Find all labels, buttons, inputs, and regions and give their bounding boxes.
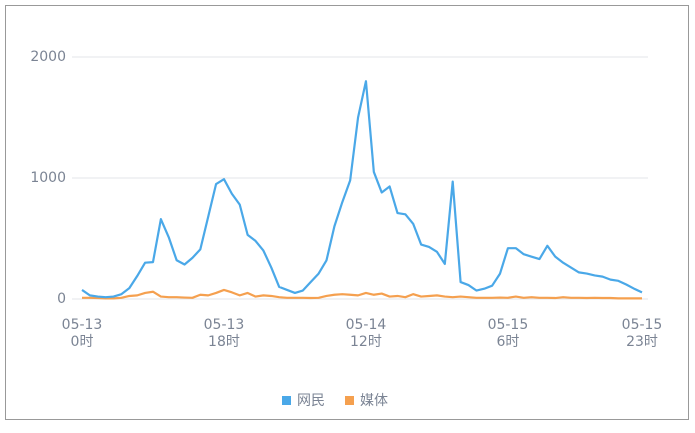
legend-swatch	[282, 396, 291, 405]
legend-label: 媒体	[360, 393, 388, 409]
chart-frame	[5, 5, 689, 420]
x-tick-label: 05-14 12时	[346, 317, 387, 350]
legend-label: 网民	[297, 393, 325, 409]
legend-swatch	[345, 396, 354, 405]
y-tick-label: 2000	[30, 49, 66, 65]
x-tick-label: 05-15 6时	[488, 317, 529, 350]
series-line	[81, 80, 643, 299]
y-tick-label: 1000	[30, 170, 66, 186]
x-tick-label: 05-13 0时	[62, 317, 103, 350]
x-tick-label: 05-13 18时	[204, 317, 245, 350]
y-tick-label: 0	[57, 291, 66, 307]
series-line	[82, 288, 642, 300]
x-tick-label: 05-15 23时	[622, 317, 663, 350]
